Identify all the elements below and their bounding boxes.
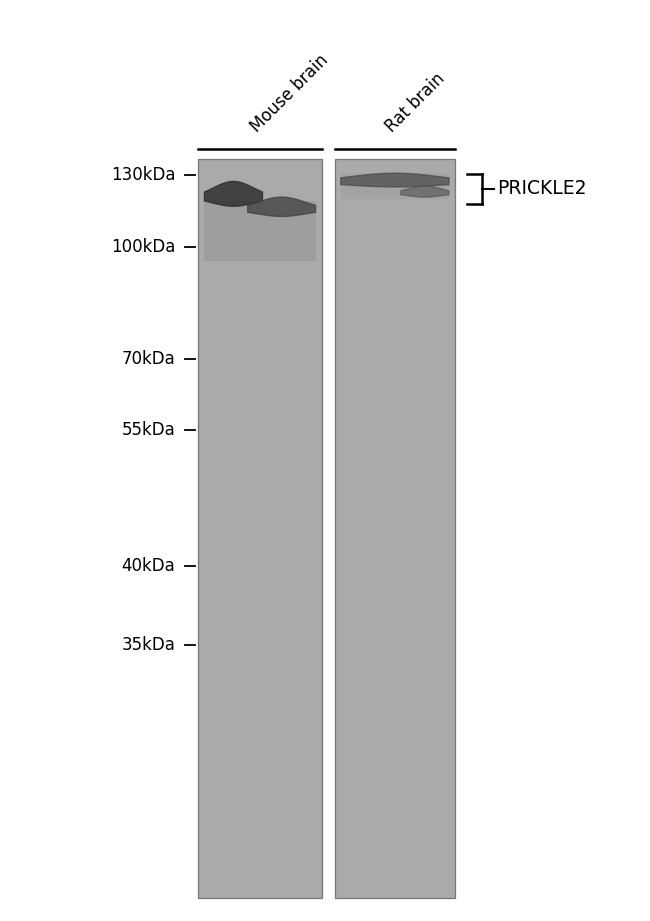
Polygon shape [401,186,449,197]
Text: Rat brain: Rat brain [382,70,448,136]
Text: 40kDa: 40kDa [122,557,176,576]
Text: 100kDa: 100kDa [111,238,176,256]
Text: 55kDa: 55kDa [122,421,176,439]
Polygon shape [204,181,263,206]
Text: PRICKLE2: PRICKLE2 [497,180,587,198]
Bar [198,159,322,898]
Polygon shape [248,197,316,216]
Bar [204,201,316,261]
Bar [341,173,449,199]
Text: 70kDa: 70kDa [122,350,176,368]
Text: 130kDa: 130kDa [111,166,176,184]
Text: 35kDa: 35kDa [122,635,176,654]
Polygon shape [341,173,449,187]
Text: Mouse brain: Mouse brain [247,52,332,136]
Bar [335,159,455,898]
